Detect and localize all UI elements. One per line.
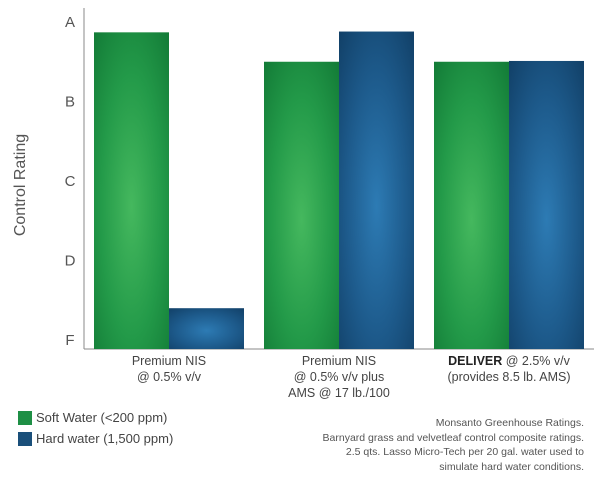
- bar-hard-water: [509, 60, 584, 349]
- legend: Soft Water (<200 ppm) Hard water (1,500 …: [18, 407, 173, 449]
- y-tick-label: D: [65, 253, 76, 270]
- x-category-label: Premium NIS: [302, 354, 376, 368]
- x-category-label: Premium NIS: [132, 354, 206, 368]
- y-tick-label: B: [65, 94, 75, 111]
- y-tick-label: C: [65, 173, 76, 190]
- x-category-label: AMS @ 17 lb./100: [288, 386, 390, 400]
- bar-hard-water: [339, 31, 414, 349]
- bars-group: [94, 31, 584, 350]
- x-category-label: @ 0.5% v/v: [137, 370, 202, 384]
- legend-label-hard-water: Hard water (1,500 ppm): [36, 431, 174, 446]
- footnote-line: Monsanto Greenhouse Ratings.: [435, 417, 584, 429]
- footnote-line: 2.5 qts. Lasso Micro-Tech per 20 gal. wa…: [345, 446, 584, 458]
- x-category-labels: Premium NIS @ 0.5% v/v Premium NIS @ 0.5% v…: [132, 354, 571, 400]
- y-tick-labels: A B C D F: [65, 14, 76, 349]
- legend-item-hard-water: Hard water (1,500 ppm): [18, 428, 173, 449]
- footnote-line: simulate hard water conditions.: [439, 460, 584, 473]
- footnote-line: Barnyard grass and velvetleaf control co…: [322, 431, 584, 444]
- legend-label-soft-water: Soft Water (<200 ppm): [36, 410, 168, 425]
- legend-swatch-soft-water: [18, 410, 32, 425]
- bar-hard-water: [169, 308, 244, 349]
- y-tick-label: F: [65, 332, 74, 349]
- footnote: Monsanto Greenhouse Ratings. Barnyard gr…: [244, 416, 584, 474]
- y-tick-label: A: [65, 14, 75, 31]
- legend-item-soft-water: Soft Water (<200 ppm): [18, 407, 173, 428]
- x-category-label: DELIVER @ 2.5% v/v: [448, 354, 571, 368]
- legend-swatch-hard-water: [18, 431, 32, 446]
- bar-soft-water: [434, 61, 509, 349]
- x-category-label: @ 0.5% v/v plus: [294, 370, 385, 384]
- bar-soft-water: [94, 32, 169, 350]
- y-axis-title: Control Rating: [12, 134, 29, 236]
- bar-soft-water: [264, 61, 339, 349]
- x-category-label: (provides 8.5 lb. AMS): [448, 370, 571, 384]
